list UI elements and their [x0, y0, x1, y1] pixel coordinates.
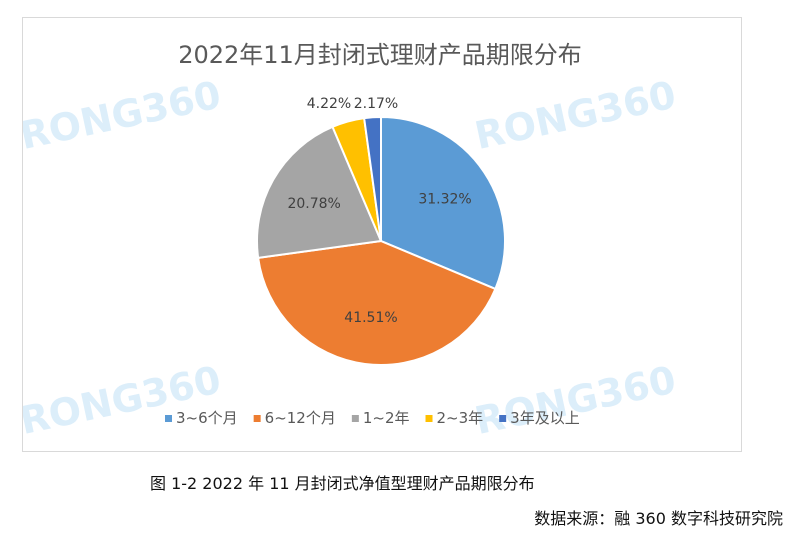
- watermark-text: RONG360: [23, 358, 225, 443]
- legend-label: 3年及以上: [510, 409, 580, 427]
- data-source: 数据来源：融 360 数字科技研究院: [534, 509, 783, 528]
- chart-frame: RONG360 RONG360 RONG360 RONG360 2022年11月封闭式…: [22, 17, 742, 452]
- pie-chart: RONG360 RONG360 RONG360 RONG360 2022年11月封闭式…: [23, 41, 680, 443]
- chart-title: 2022年11月封闭式理财产品期限分布: [178, 41, 582, 69]
- data-label: 31.32%: [418, 191, 471, 207]
- legend-swatch: [499, 415, 507, 422]
- pie-slice: [256, 125, 383, 259]
- legend: 3~6个月 6~12个月 1~2年 2~3年 3年及以上: [165, 409, 580, 427]
- data-label: 20.78%: [287, 196, 340, 212]
- legend-swatch: [165, 415, 172, 422]
- legend-label: 1~2年: [363, 409, 410, 427]
- legend-swatch: [425, 415, 433, 422]
- legend-label: 2~3年: [437, 409, 484, 427]
- watermark-text: RONG360: [23, 73, 225, 158]
- pie-slices: [256, 115, 506, 366]
- pie-slice: [363, 115, 382, 242]
- data-label: 2.17%: [354, 96, 398, 112]
- legend-label: 6~12个月: [265, 409, 336, 427]
- legend-swatch: [351, 415, 359, 422]
- data-label: 4.22%: [307, 96, 351, 112]
- legend-swatch: [253, 415, 261, 422]
- figure-caption: 图 1-2 2022 年 11 月封闭式净值型理财产品期限分布: [150, 474, 535, 493]
- pie-slice: [257, 239, 497, 366]
- legend-label: 3~6个月: [176, 409, 238, 427]
- watermark-text: RONG360: [471, 358, 680, 443]
- data-labels: 31.32% 41.51% 20.78% 4.22% 2.17%: [287, 96, 471, 326]
- watermark-text: RONG360: [471, 73, 680, 158]
- pie-slice: [380, 115, 506, 291]
- data-label: 41.51%: [344, 310, 397, 326]
